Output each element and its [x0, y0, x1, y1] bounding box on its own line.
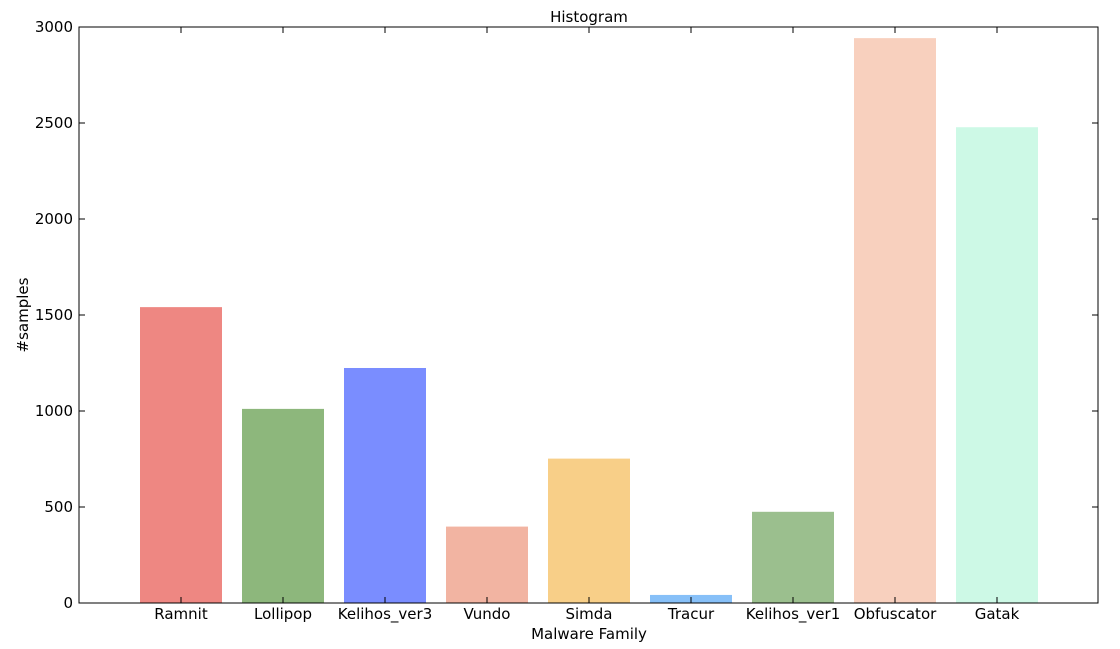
bar-kelihos-ver1: [752, 511, 834, 603]
y-tick-label: 2500: [35, 114, 73, 132]
x-axis-title: Malware Family: [531, 625, 647, 643]
bar-kelihos-ver3: [344, 367, 426, 603]
x-tick-label: Vundo: [464, 605, 511, 623]
bar-simda: [548, 458, 630, 603]
x-axis: Ramnit Lollipop Kelihos_ver3 Vundo Simda Trac…: [154, 27, 1020, 624]
x-tick-label: Ramnit: [154, 605, 208, 623]
x-tick-label: Simda: [565, 605, 612, 623]
x-tick-label: Tracur: [667, 605, 715, 623]
bar-obfuscator: [854, 38, 936, 604]
x-tick-label: Kelihos_ver1: [746, 605, 840, 624]
bar-vundo: [446, 526, 528, 603]
bar-ramnit: [140, 307, 222, 603]
y-tick-label: 2000: [35, 210, 73, 228]
bar-lollipop: [242, 408, 324, 603]
chart-title: Histogram: [550, 8, 628, 26]
y-tick-label: 0: [63, 594, 73, 612]
y-tick-label: 1000: [35, 402, 73, 420]
bar-gatak: [956, 127, 1038, 603]
x-tick-label: Obfuscator: [854, 605, 937, 623]
y-tick-label: 500: [44, 498, 73, 516]
y-tick-label: 1500: [35, 306, 73, 324]
y-tick-label: 3000: [35, 18, 73, 36]
y-axis: 0 500 1000 1500 2000 2500 3000: [35, 18, 1098, 612]
x-tick-label: Kelihos_ver3: [338, 605, 432, 624]
x-tick-label: Gatak: [975, 605, 1020, 623]
y-axis-title: #samples: [14, 277, 32, 352]
bars-layer: [140, 38, 1038, 604]
x-tick-label: Lollipop: [254, 605, 312, 623]
